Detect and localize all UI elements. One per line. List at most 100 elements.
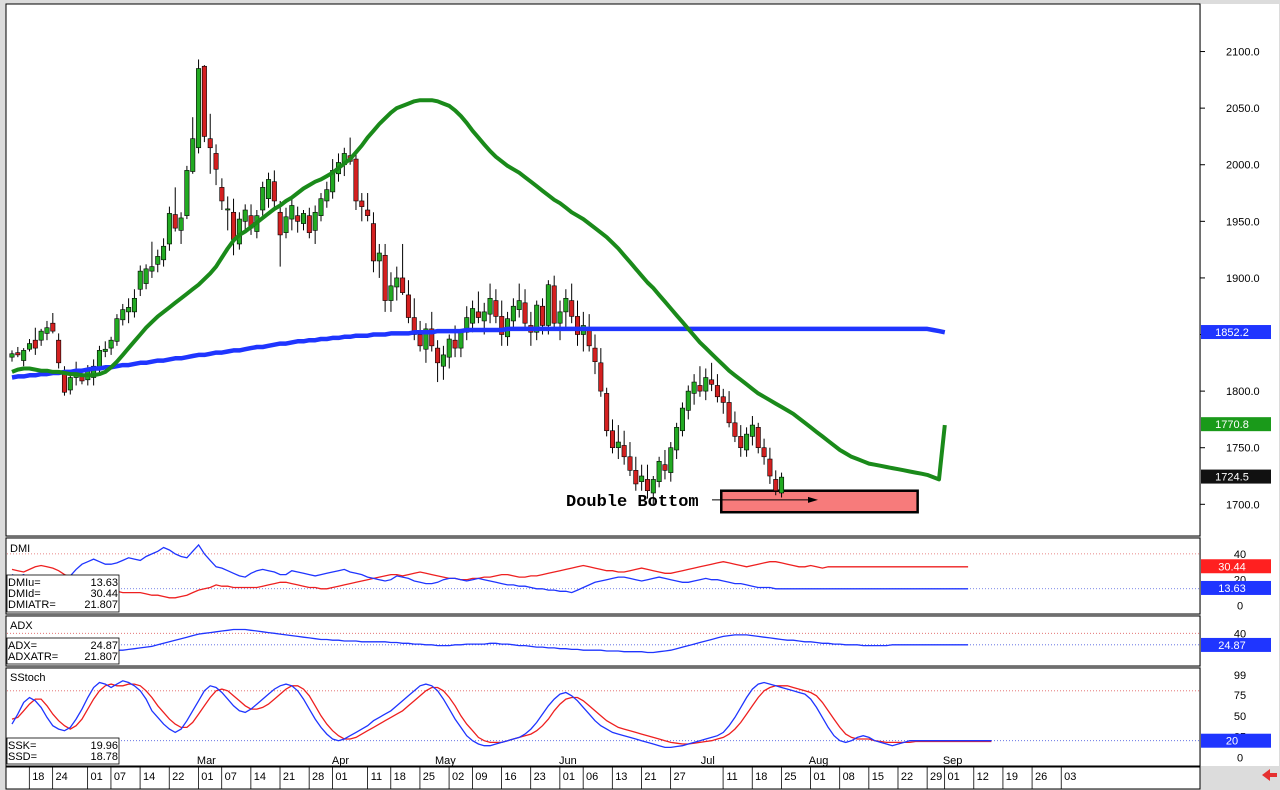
sstoch-info-value: 19.96 <box>90 740 118 752</box>
candlestick <box>155 249 161 273</box>
candlestick <box>720 388 726 414</box>
candlestick <box>21 348 27 367</box>
price-badge: 1724.5 <box>1201 469 1271 484</box>
candlestick <box>609 419 615 454</box>
candlestick <box>166 206 172 251</box>
candlestick <box>674 422 680 460</box>
support-layer <box>720 489 919 514</box>
dmi-info-value: 21.807 <box>84 599 118 611</box>
candlestick <box>435 340 441 383</box>
price-badge: 1852.2 <box>1201 325 1271 340</box>
date-tick-label: 24 <box>56 771 68 783</box>
candlestick <box>295 206 301 233</box>
candlestick <box>656 456 662 488</box>
candlestick <box>668 442 674 482</box>
dmi-info-box <box>6 574 120 613</box>
date-tick-label: 01 <box>90 771 102 783</box>
candlestick <box>703 368 709 401</box>
candlestick <box>639 464 645 491</box>
candlestick <box>219 178 225 211</box>
candlestick <box>475 291 481 324</box>
candlestick <box>714 374 720 403</box>
candlestick <box>749 416 755 446</box>
candlestick <box>102 341 108 358</box>
date-tick-label: 29 <box>930 771 942 783</box>
adx-info-value: 24.87 <box>90 640 118 652</box>
date-tick-label: 09 <box>475 771 487 783</box>
price-tick-label: 1700.0 <box>1226 499 1260 511</box>
price-tick-label: 2100.0 <box>1226 47 1260 59</box>
candlestick <box>137 265 143 297</box>
dmi-info-label: DMId= <box>8 588 41 600</box>
date-tick-label: 16 <box>504 771 516 783</box>
date-tick-label: 27 <box>673 771 685 783</box>
candlestick <box>318 193 324 222</box>
adx-panel-title: ADX <box>10 620 33 632</box>
adx-info-label: ADXATR= <box>8 651 58 663</box>
price-badge: 1770.8 <box>1201 417 1271 432</box>
scroll-left-arrow-icon[interactable] <box>1262 769 1277 781</box>
adx-line <box>11 628 969 654</box>
dmi-badge-text: 13.63 <box>1218 583 1246 595</box>
month-label: Sep <box>943 755 963 767</box>
candlestick <box>184 165 190 220</box>
candlestick <box>114 314 120 346</box>
price-badges: 1852.2 1770.8 1724.5 <box>1201 325 1271 484</box>
candlestick <box>370 212 376 273</box>
candlestick <box>126 298 132 324</box>
candlestick <box>633 456 639 491</box>
candlestick <box>300 210 306 231</box>
candlestick <box>353 153 359 211</box>
candlestick <box>446 334 452 369</box>
date-tick-label: 11 <box>371 771 382 783</box>
date-tick-label: 15 <box>872 771 884 783</box>
candlestick <box>575 300 581 346</box>
candlestick <box>149 241 155 278</box>
candlestick <box>604 387 610 437</box>
dmi-info-value: 13.63 <box>90 577 118 589</box>
date-axis: 18 24 01 07 14 22 01 07 14 21 28 01 11 18 25 02 09 16 23 01… <box>28 755 1076 789</box>
candlestick <box>405 280 411 324</box>
sstoch-panel-title: SStoch <box>10 672 45 684</box>
candlestick <box>26 339 32 352</box>
date-tick-label: 22 <box>901 771 913 783</box>
candlestick <box>190 117 196 174</box>
date-tick-label: 14 <box>143 771 155 783</box>
candlestick <box>545 280 551 335</box>
date-tick-label: 14 <box>254 771 266 783</box>
indicator-tick-label: 0 <box>1237 752 1243 764</box>
candlestick <box>242 204 248 231</box>
candlestick <box>283 207 289 239</box>
candlestick <box>551 275 557 329</box>
candlestick <box>277 200 283 267</box>
candlestick <box>161 238 167 267</box>
candlestick <box>382 243 388 312</box>
adx-info-box <box>6 637 120 665</box>
candle-layer <box>9 59 785 505</box>
candlestick <box>470 300 476 333</box>
candlestick <box>9 350 15 362</box>
sstoch-badge-text: 20 <box>1226 736 1238 748</box>
adx-info-value: 21.807 <box>84 651 118 663</box>
candlestick <box>50 313 56 334</box>
indicator-tick-label: 40 <box>1234 549 1246 561</box>
date-tick-label: 21 <box>283 771 295 783</box>
price-badge-text: 1724.5 <box>1215 472 1249 484</box>
date-tick-label: 18 <box>394 771 406 783</box>
price-panel <box>5 3 1201 537</box>
candlestick <box>487 283 493 324</box>
candlestick <box>143 264 149 290</box>
sstoch-info-value: 18.78 <box>90 751 118 763</box>
candlestick <box>615 425 621 460</box>
price-tick-label: 2050.0 <box>1226 103 1260 115</box>
price-badge-text: 1852.2 <box>1215 327 1249 339</box>
price-tick-label: 1900.0 <box>1226 273 1260 285</box>
adx-info-label: ADX= <box>8 640 37 652</box>
dmi-minus-line <box>11 561 969 599</box>
candlestick <box>644 464 650 499</box>
indicator-tick-label: 0 <box>1237 601 1243 613</box>
date-tick-label: 03 <box>1064 771 1076 783</box>
candlestick <box>557 300 563 341</box>
candlestick <box>15 346 21 358</box>
